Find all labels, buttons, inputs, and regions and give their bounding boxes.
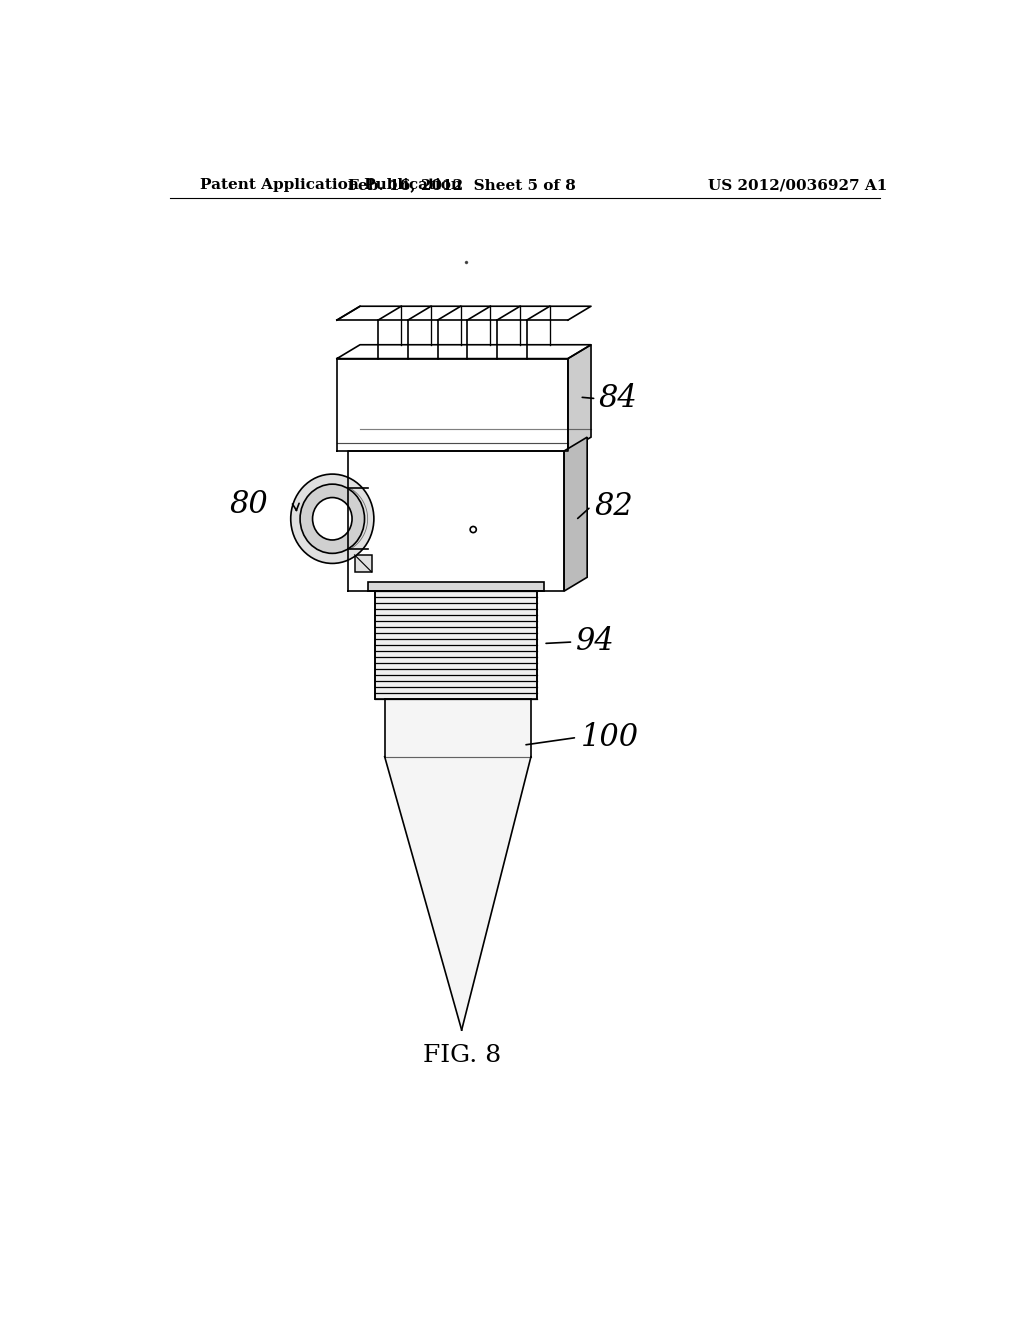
Ellipse shape bbox=[291, 474, 374, 564]
Text: 84: 84 bbox=[599, 383, 638, 414]
Text: FIG. 8: FIG. 8 bbox=[423, 1044, 501, 1067]
Text: US 2012/0036927 A1: US 2012/0036927 A1 bbox=[708, 178, 888, 193]
Text: 80: 80 bbox=[229, 490, 268, 520]
Ellipse shape bbox=[300, 484, 365, 553]
Ellipse shape bbox=[312, 498, 352, 540]
Text: 82: 82 bbox=[594, 491, 633, 521]
Bar bbox=[376, 591, 538, 700]
Text: Patent Application Publication: Patent Application Publication bbox=[200, 178, 462, 193]
Bar bbox=[354, 554, 372, 572]
Polygon shape bbox=[564, 437, 587, 591]
Polygon shape bbox=[385, 700, 531, 1030]
Bar bbox=[369, 582, 544, 591]
Text: 94: 94 bbox=[575, 627, 614, 657]
Polygon shape bbox=[568, 345, 591, 451]
Text: 100: 100 bbox=[581, 722, 639, 752]
Text: Feb. 16, 2012  Sheet 5 of 8: Feb. 16, 2012 Sheet 5 of 8 bbox=[348, 178, 575, 193]
